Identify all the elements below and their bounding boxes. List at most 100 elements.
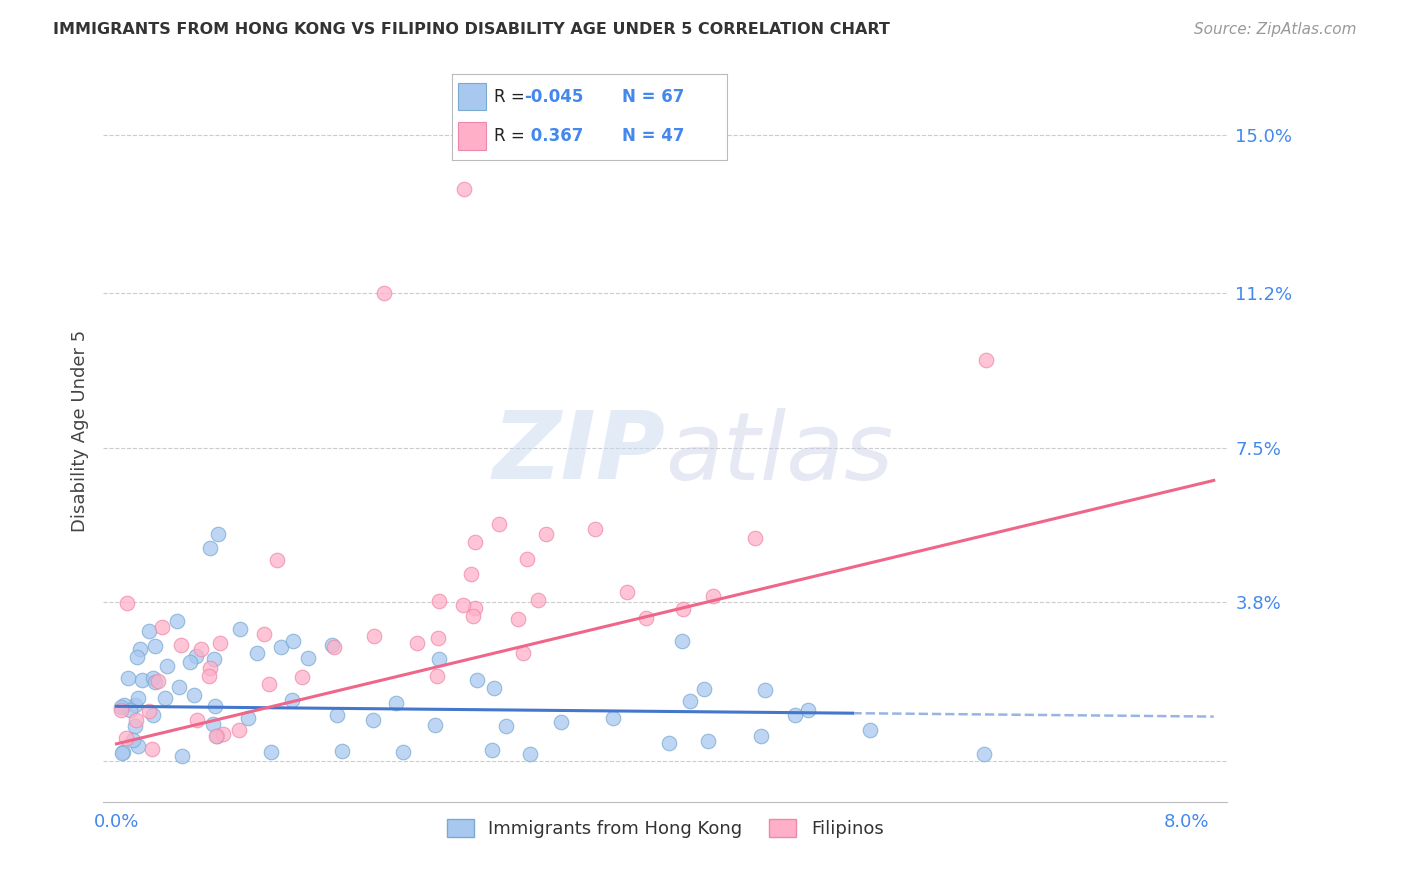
Point	[973, 747, 995, 761]
Point	[110, 746, 132, 760]
Point	[373, 286, 395, 301]
Point	[125, 650, 148, 665]
Point	[143, 640, 166, 654]
Point	[465, 673, 488, 687]
Y-axis label: Disability Age Under 5: Disability Age Under 5	[72, 330, 89, 532]
Point	[150, 620, 173, 634]
Point	[142, 707, 165, 722]
Legend: Immigrants from Hong Kong, Filipinos: Immigrants from Hong Kong, Filipinos	[440, 812, 891, 846]
Point	[270, 640, 292, 654]
Point	[253, 627, 276, 641]
Point	[260, 745, 283, 759]
Point	[120, 703, 142, 717]
Point	[672, 601, 695, 615]
Point	[423, 718, 446, 732]
Text: ZIP: ZIP	[492, 408, 665, 500]
Point	[129, 642, 152, 657]
Point	[190, 642, 212, 657]
Point	[207, 527, 229, 541]
Point	[426, 669, 449, 683]
Point	[385, 696, 408, 710]
Point	[127, 691, 149, 706]
Point	[212, 727, 235, 741]
Point	[519, 747, 541, 761]
Point	[131, 673, 153, 687]
Point	[141, 742, 163, 756]
Point	[797, 703, 820, 717]
Point	[858, 723, 880, 738]
Point	[124, 718, 146, 732]
Point	[124, 698, 146, 712]
Point	[114, 731, 136, 745]
Point	[183, 688, 205, 702]
Point	[534, 527, 557, 541]
Point	[142, 671, 165, 685]
Point	[783, 707, 806, 722]
Point	[749, 729, 772, 743]
Point	[488, 517, 510, 532]
Point	[186, 713, 208, 727]
Point	[198, 661, 221, 675]
Point	[481, 743, 503, 757]
Point	[495, 719, 517, 733]
Point	[257, 677, 280, 691]
Point	[697, 734, 720, 748]
Point	[138, 624, 160, 638]
Point	[526, 592, 548, 607]
Point	[229, 622, 252, 636]
Point	[363, 629, 385, 643]
Point	[111, 745, 134, 759]
Point	[744, 531, 766, 545]
Point	[115, 597, 138, 611]
Point	[228, 723, 250, 737]
Point	[121, 733, 143, 747]
Text: atlas: atlas	[665, 408, 893, 499]
Point	[179, 656, 201, 670]
Point	[266, 553, 288, 567]
Point	[693, 682, 716, 697]
Text: Source: ZipAtlas.com: Source: ZipAtlas.com	[1194, 22, 1357, 37]
Point	[679, 694, 702, 708]
Point	[148, 674, 170, 689]
Point	[205, 730, 228, 744]
Point	[155, 691, 177, 706]
Point	[363, 713, 385, 727]
Point	[246, 647, 269, 661]
Point	[463, 608, 485, 623]
Point	[145, 675, 167, 690]
Point	[201, 716, 224, 731]
Point	[636, 611, 658, 625]
Point	[516, 552, 538, 566]
Point	[291, 670, 314, 684]
Point	[110, 703, 132, 717]
Point	[186, 649, 208, 664]
Point	[170, 638, 193, 652]
Point	[974, 353, 997, 368]
Point	[321, 639, 343, 653]
Point	[453, 182, 475, 196]
Point	[550, 715, 572, 730]
Point	[427, 652, 450, 666]
Point	[330, 743, 353, 757]
Point	[391, 746, 413, 760]
Text: IMMIGRANTS FROM HONG KONG VS FILIPINO DISABILITY AGE UNDER 5 CORRELATION CHART: IMMIGRANTS FROM HONG KONG VS FILIPINO DI…	[53, 22, 890, 37]
Point	[138, 704, 160, 718]
Point	[238, 711, 260, 725]
Point	[482, 681, 505, 696]
Point	[451, 598, 474, 612]
Point	[204, 698, 226, 713]
Point	[156, 659, 179, 673]
Point	[702, 589, 724, 603]
Point	[198, 668, 221, 682]
Point	[429, 594, 451, 608]
Point	[460, 567, 482, 582]
Point	[198, 541, 221, 555]
Point	[602, 710, 624, 724]
Point	[208, 636, 231, 650]
Point	[202, 652, 225, 666]
Point	[110, 699, 132, 714]
Point	[464, 534, 486, 549]
Point	[583, 522, 606, 536]
Point	[658, 736, 681, 750]
Point	[671, 634, 693, 648]
